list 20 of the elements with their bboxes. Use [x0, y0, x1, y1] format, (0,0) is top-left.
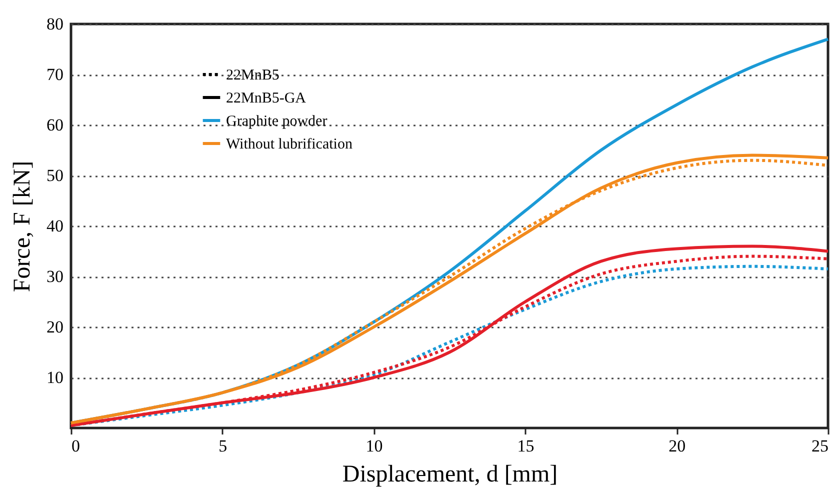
x-tick-label: 15 — [517, 436, 534, 456]
y-tick-label: 10 — [46, 368, 64, 387]
x-tick-label: 20 — [668, 436, 686, 456]
annotation: 22MnB5-GA — [226, 90, 306, 106]
annotation: 22MnB5 — [226, 68, 280, 84]
legend-label: Graphite powder — [226, 114, 328, 130]
legend-label: Without lubrification — [226, 136, 353, 152]
x-tick-label: 5 — [218, 436, 228, 456]
x-tick-label: 10 — [366, 436, 383, 456]
y-tick-label: 30 — [46, 267, 64, 286]
x-axis-title: Displacement, d [mm] — [342, 462, 558, 488]
y-tick-label: 70 — [46, 65, 64, 84]
y-tick-label: 60 — [46, 116, 64, 134]
y-tick-label: 20 — [46, 318, 64, 336]
y-tick-label: 40 — [46, 216, 64, 236]
x-tick-label: 25 — [812, 436, 828, 456]
y-tick-label: 80 — [46, 14, 64, 34]
y-tick-label: 50 — [46, 166, 64, 185]
x-tick-label: 0 — [72, 436, 80, 456]
y-axis-title: Force, F [kN] — [10, 160, 36, 292]
